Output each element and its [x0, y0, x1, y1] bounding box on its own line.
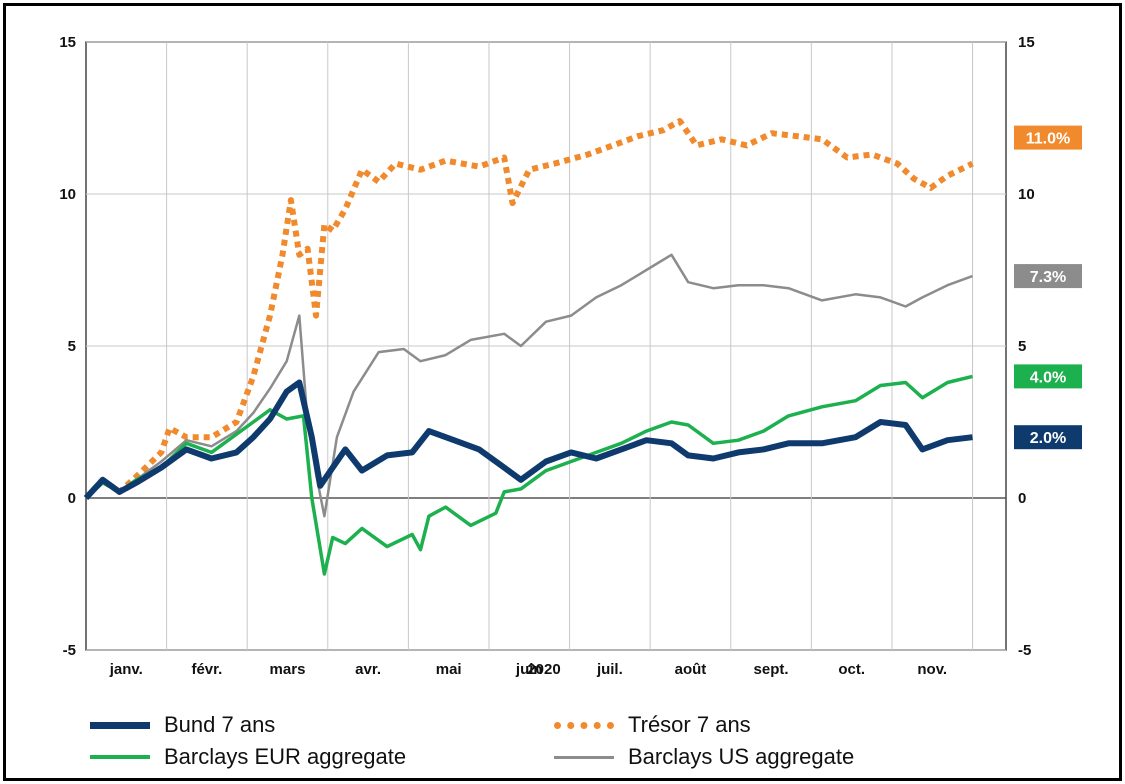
x-tick-label: juin — [515, 661, 543, 678]
y-tick-label-right: 5 — [1018, 338, 1026, 355]
y-tick-label-left: 15 — [59, 34, 76, 51]
y-tick-label-left: -5 — [63, 642, 76, 659]
x-tick-label: févr. — [191, 661, 222, 678]
series-lines — [83, 118, 974, 576]
end-label-3: 7.3% — [1030, 269, 1066, 286]
x-tick-label: août — [675, 661, 707, 678]
legend-item-bund: Bund 7 ans — [90, 712, 275, 738]
end-label-box-2 — [1014, 364, 1082, 389]
y-tick-label-right: 15 — [1018, 34, 1035, 51]
end-label-0: 2.0% — [1030, 430, 1066, 447]
chart-frame: -5 -5 0 0 5 5 10 10 15 15 janv. févr. mars avr. mai jui… — [3, 3, 1122, 781]
y-tick-label-right: 10 — [1018, 186, 1035, 203]
y-tick-label-left: 0 — [68, 490, 76, 507]
x-tick-label: avr. — [355, 661, 381, 678]
x-tick-label: janv. — [109, 661, 143, 678]
series-line-3 — [85, 253, 973, 518]
grid — [85, 41, 1007, 651]
legend-swatch-us — [554, 755, 614, 759]
legend-item-eur: Barclays EUR aggregate — [90, 744, 406, 770]
y-tick-label-right: 0 — [1018, 490, 1026, 507]
legend-label-us: Barclays US aggregate — [628, 744, 855, 769]
x-tick-label: oct. — [838, 661, 865, 678]
x-tick-label: sept. — [754, 661, 789, 678]
legend-item-tresor: Trésor 7 ans — [554, 712, 751, 738]
end-label-box-1 — [1014, 125, 1082, 150]
series-line-1 — [83, 118, 974, 501]
axes: -5 -5 0 0 5 5 10 10 15 15 janv. févr. mars avr. mai jui… — [59, 34, 1034, 678]
legend-swatch-eur — [90, 755, 150, 759]
x-tick-label: mai — [436, 661, 462, 678]
legend-item-us: Barclays US aggregate — [554, 744, 854, 770]
legend-label-bund: Bund 7 ans — [164, 712, 276, 737]
end-label-box-3 — [1014, 264, 1082, 289]
end-label-2: 4.0% — [1030, 369, 1066, 386]
x-axis-title: 2020 — [527, 661, 560, 678]
legend-swatch-tresor — [554, 721, 614, 729]
end-label-box-0 — [1014, 425, 1082, 450]
series-line-0 — [83, 379, 973, 501]
legend-label-eur: Barclays EUR aggregate — [164, 744, 407, 769]
x-tick-label: mars — [270, 661, 306, 678]
x-tick-label: juil. — [596, 661, 623, 678]
y-tick-label-left: 5 — [68, 338, 76, 355]
end-labels: 2.0% 11.0% 4.0% 7.3% — [1014, 125, 1082, 450]
y-tick-label-left: 10 — [59, 186, 76, 203]
series-line-2 — [84, 374, 973, 576]
line-chart: -5 -5 0 0 5 5 10 10 15 15 janv. févr. mars avr. mai jui… — [59, 34, 1082, 678]
legend-swatch-bund — [90, 721, 150, 729]
y-tick-label-right: -5 — [1018, 642, 1031, 659]
x-tick-label: nov. — [917, 661, 947, 678]
legend-label-tresor: Trésor 7 ans — [628, 712, 751, 737]
end-label-1: 11.0% — [1026, 131, 1070, 148]
